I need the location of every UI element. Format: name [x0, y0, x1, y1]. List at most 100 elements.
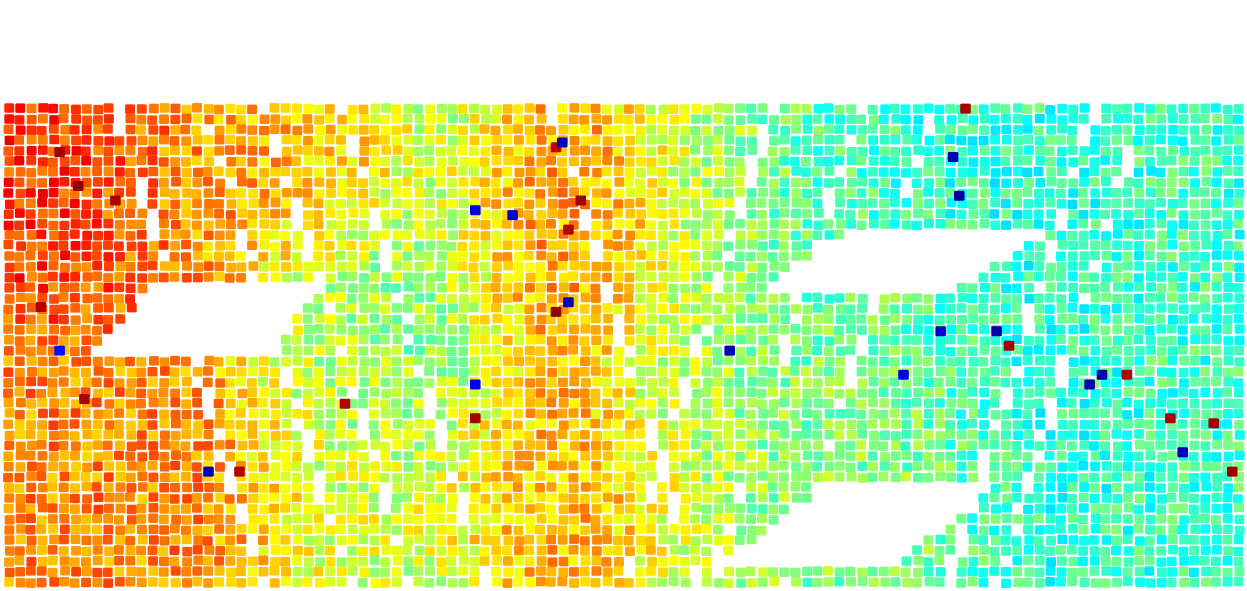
- heatmap-cell: [756, 304, 767, 315]
- heatmap-cell: [978, 357, 988, 367]
- heatmap-cell: [158, 157, 169, 167]
- heatmap-cell: [171, 177, 181, 187]
- heatmap-cell: [1089, 356, 1100, 366]
- heatmap-cell: [325, 345, 336, 356]
- heatmap-cell: [690, 357, 701, 367]
- heatmap-cell: [479, 315, 490, 325]
- heatmap-cell: [602, 576, 613, 587]
- heatmap-cell: [158, 514, 169, 525]
- heatmap-cell: [690, 419, 701, 429]
- heatmap-cell: [590, 398, 601, 408]
- heatmap-cell: [225, 430, 236, 440]
- heatmap-cell: [723, 482, 734, 492]
- heatmap-cell: [315, 125, 326, 136]
- heatmap-cell: [1122, 514, 1133, 524]
- heatmap-cell: [1100, 408, 1110, 418]
- heatmap-cell: [735, 452, 745, 462]
- heatmap-cell: [791, 166, 802, 176]
- heatmap-cell: [58, 231, 69, 241]
- heatmap-cell: [403, 378, 414, 388]
- heatmap-cell: [523, 210, 534, 220]
- heatmap-cell: [1234, 272, 1245, 283]
- heatmap-cell: [846, 125, 857, 135]
- heatmap-cell: [758, 451, 768, 462]
- heatmap-cell: [513, 155, 524, 166]
- heatmap-cell: [414, 492, 425, 502]
- heatmap-cell: [81, 335, 92, 345]
- heatmap-cell: [370, 240, 380, 251]
- heatmap-cell: [1078, 546, 1088, 556]
- heatmap-cell: [403, 367, 414, 377]
- heatmap-cell: [81, 557, 91, 567]
- heatmap-cell: [27, 302, 37, 313]
- heatmap-cell: [835, 304, 846, 314]
- heatmap-cell: [503, 260, 514, 271]
- heatmap-cell: [359, 114, 370, 124]
- heatmap-cell: [4, 493, 15, 503]
- heatmap-cell: [546, 283, 557, 293]
- heatmap-cell: [957, 440, 968, 451]
- heatmap-cell: [1012, 345, 1023, 355]
- heatmap-cell: [791, 177, 801, 187]
- heatmap-cell: [657, 303, 668, 314]
- heatmap-cell: [546, 534, 556, 545]
- heatmap-cell: [857, 388, 868, 398]
- heatmap-cell: [1233, 367, 1243, 377]
- heatmap-cell: [780, 103, 790, 114]
- heatmap-cell: [324, 104, 335, 114]
- heatmap-cell: [724, 135, 735, 145]
- heatmap-cell: [1178, 492, 1189, 502]
- heatmap-cell: [1011, 303, 1022, 313]
- heatmap-cell: [492, 576, 502, 587]
- heatmap-cell: [1133, 178, 1144, 189]
- heatmap-cell: [1189, 125, 1200, 135]
- heatmap-cell: [1134, 208, 1144, 219]
- heatmap-cell: [148, 556, 158, 566]
- heatmap-cell: [524, 114, 534, 125]
- heatmap-cell: [3, 209, 14, 219]
- heatmap-cell: [790, 440, 800, 450]
- heatmap-cell: [802, 377, 813, 387]
- heatmap-cell: [4, 557, 14, 567]
- heatmap-cell: [391, 166, 402, 177]
- heatmap-cell: [447, 273, 458, 283]
- heatmap-cell: [347, 566, 358, 576]
- heatmap-cell: [912, 545, 922, 555]
- heatmap-cell: [302, 409, 313, 420]
- heatmap-cell: [978, 535, 989, 545]
- heatmap-cell: [1189, 555, 1200, 566]
- heatmap-cell: [935, 124, 946, 134]
- heatmap-cell: [513, 282, 524, 292]
- heatmap-cell: [25, 346, 36, 357]
- heatmap-cell: [147, 199, 158, 209]
- heatmap-coldspot: [507, 210, 518, 221]
- heatmap-cell: [1211, 314, 1222, 324]
- heatmap-cell: [181, 429, 192, 440]
- heatmap-cell: [1201, 399, 1212, 409]
- heatmap-cell: [1111, 524, 1122, 535]
- heatmap-cell: [4, 251, 15, 261]
- heatmap-cell: [601, 345, 612, 355]
- heatmap-cell: [1178, 430, 1189, 441]
- heatmap-cell: [1212, 472, 1222, 483]
- heatmap-cell: [690, 220, 701, 230]
- heatmap-cell: [237, 494, 247, 504]
- heatmap-cell: [701, 367, 712, 377]
- heatmap-cell: [557, 345, 568, 356]
- heatmap-cell: [1155, 419, 1166, 430]
- heatmap-cell: [324, 441, 335, 451]
- heatmap-cell: [1056, 271, 1066, 281]
- heatmap-cell: [203, 429, 214, 440]
- heatmap-cell: [337, 482, 348, 493]
- heatmap-cell: [148, 251, 159, 261]
- heatmap-cell: [391, 408, 402, 418]
- heatmap-cell: [16, 241, 26, 251]
- heatmap-cell: [413, 282, 423, 293]
- heatmap-cell: [357, 314, 368, 325]
- heatmap-cell: [745, 325, 756, 336]
- heatmap-cell: [736, 525, 747, 536]
- heatmap-cell: [989, 261, 1000, 272]
- heatmap-cell: [1222, 219, 1233, 230]
- heatmap-cell: [734, 367, 745, 378]
- heatmap-cell: [723, 314, 734, 324]
